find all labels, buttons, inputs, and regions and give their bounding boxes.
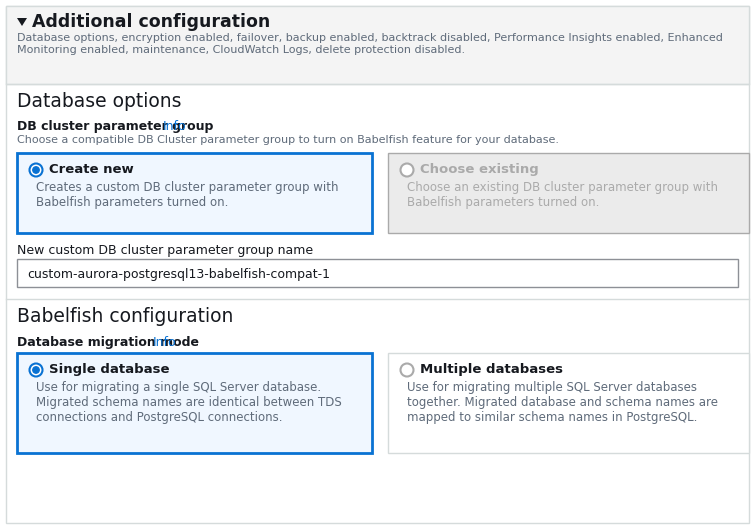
Text: Additional configuration: Additional configuration: [32, 13, 270, 31]
FancyBboxPatch shape: [17, 259, 738, 287]
Text: Database migration mode: Database migration mode: [17, 336, 199, 349]
Text: New custom DB cluster parameter group name: New custom DB cluster parameter group na…: [17, 244, 313, 257]
Text: Info: Info: [153, 336, 177, 349]
Text: Use for migrating a single SQL Server database.
Migrated schema names are identi: Use for migrating a single SQL Server da…: [36, 381, 342, 424]
Text: Babelfish configuration: Babelfish configuration: [17, 307, 233, 326]
Circle shape: [29, 363, 42, 377]
FancyBboxPatch shape: [6, 6, 749, 523]
Circle shape: [32, 167, 39, 173]
Text: Database options, encryption enabled, failover, backup enabled, backtrack disabl: Database options, encryption enabled, fa…: [17, 33, 723, 54]
FancyBboxPatch shape: [17, 153, 372, 233]
Text: Creates a custom DB cluster parameter group with
Babelfish parameters turned on.: Creates a custom DB cluster parameter gr…: [36, 181, 338, 209]
Text: Single database: Single database: [49, 363, 170, 376]
Text: DB cluster parameter group: DB cluster parameter group: [17, 120, 214, 133]
Text: Create new: Create new: [49, 163, 134, 176]
Text: Database options: Database options: [17, 92, 181, 111]
Text: Multiple databases: Multiple databases: [420, 363, 563, 376]
Text: Choose a compatible DB Cluster parameter group to turn on Babelfish feature for : Choose a compatible DB Cluster parameter…: [17, 135, 559, 145]
FancyBboxPatch shape: [388, 153, 749, 233]
Text: Use for migrating multiple SQL Server databases
together. Migrated database and : Use for migrating multiple SQL Server da…: [407, 381, 718, 424]
Circle shape: [29, 163, 42, 177]
Text: custom-aurora-postgresql13-babelfish-compat-1: custom-aurora-postgresql13-babelfish-com…: [27, 268, 330, 281]
FancyBboxPatch shape: [388, 353, 749, 453]
Text: Choose existing: Choose existing: [420, 163, 539, 176]
FancyBboxPatch shape: [6, 6, 749, 84]
Circle shape: [32, 367, 39, 373]
Text: Choose an existing DB cluster parameter group with
Babelfish parameters turned o: Choose an existing DB cluster parameter …: [407, 181, 718, 209]
FancyBboxPatch shape: [17, 353, 372, 453]
Circle shape: [400, 363, 414, 377]
Circle shape: [400, 163, 414, 177]
Polygon shape: [17, 18, 27, 26]
Text: Info: Info: [163, 120, 186, 133]
